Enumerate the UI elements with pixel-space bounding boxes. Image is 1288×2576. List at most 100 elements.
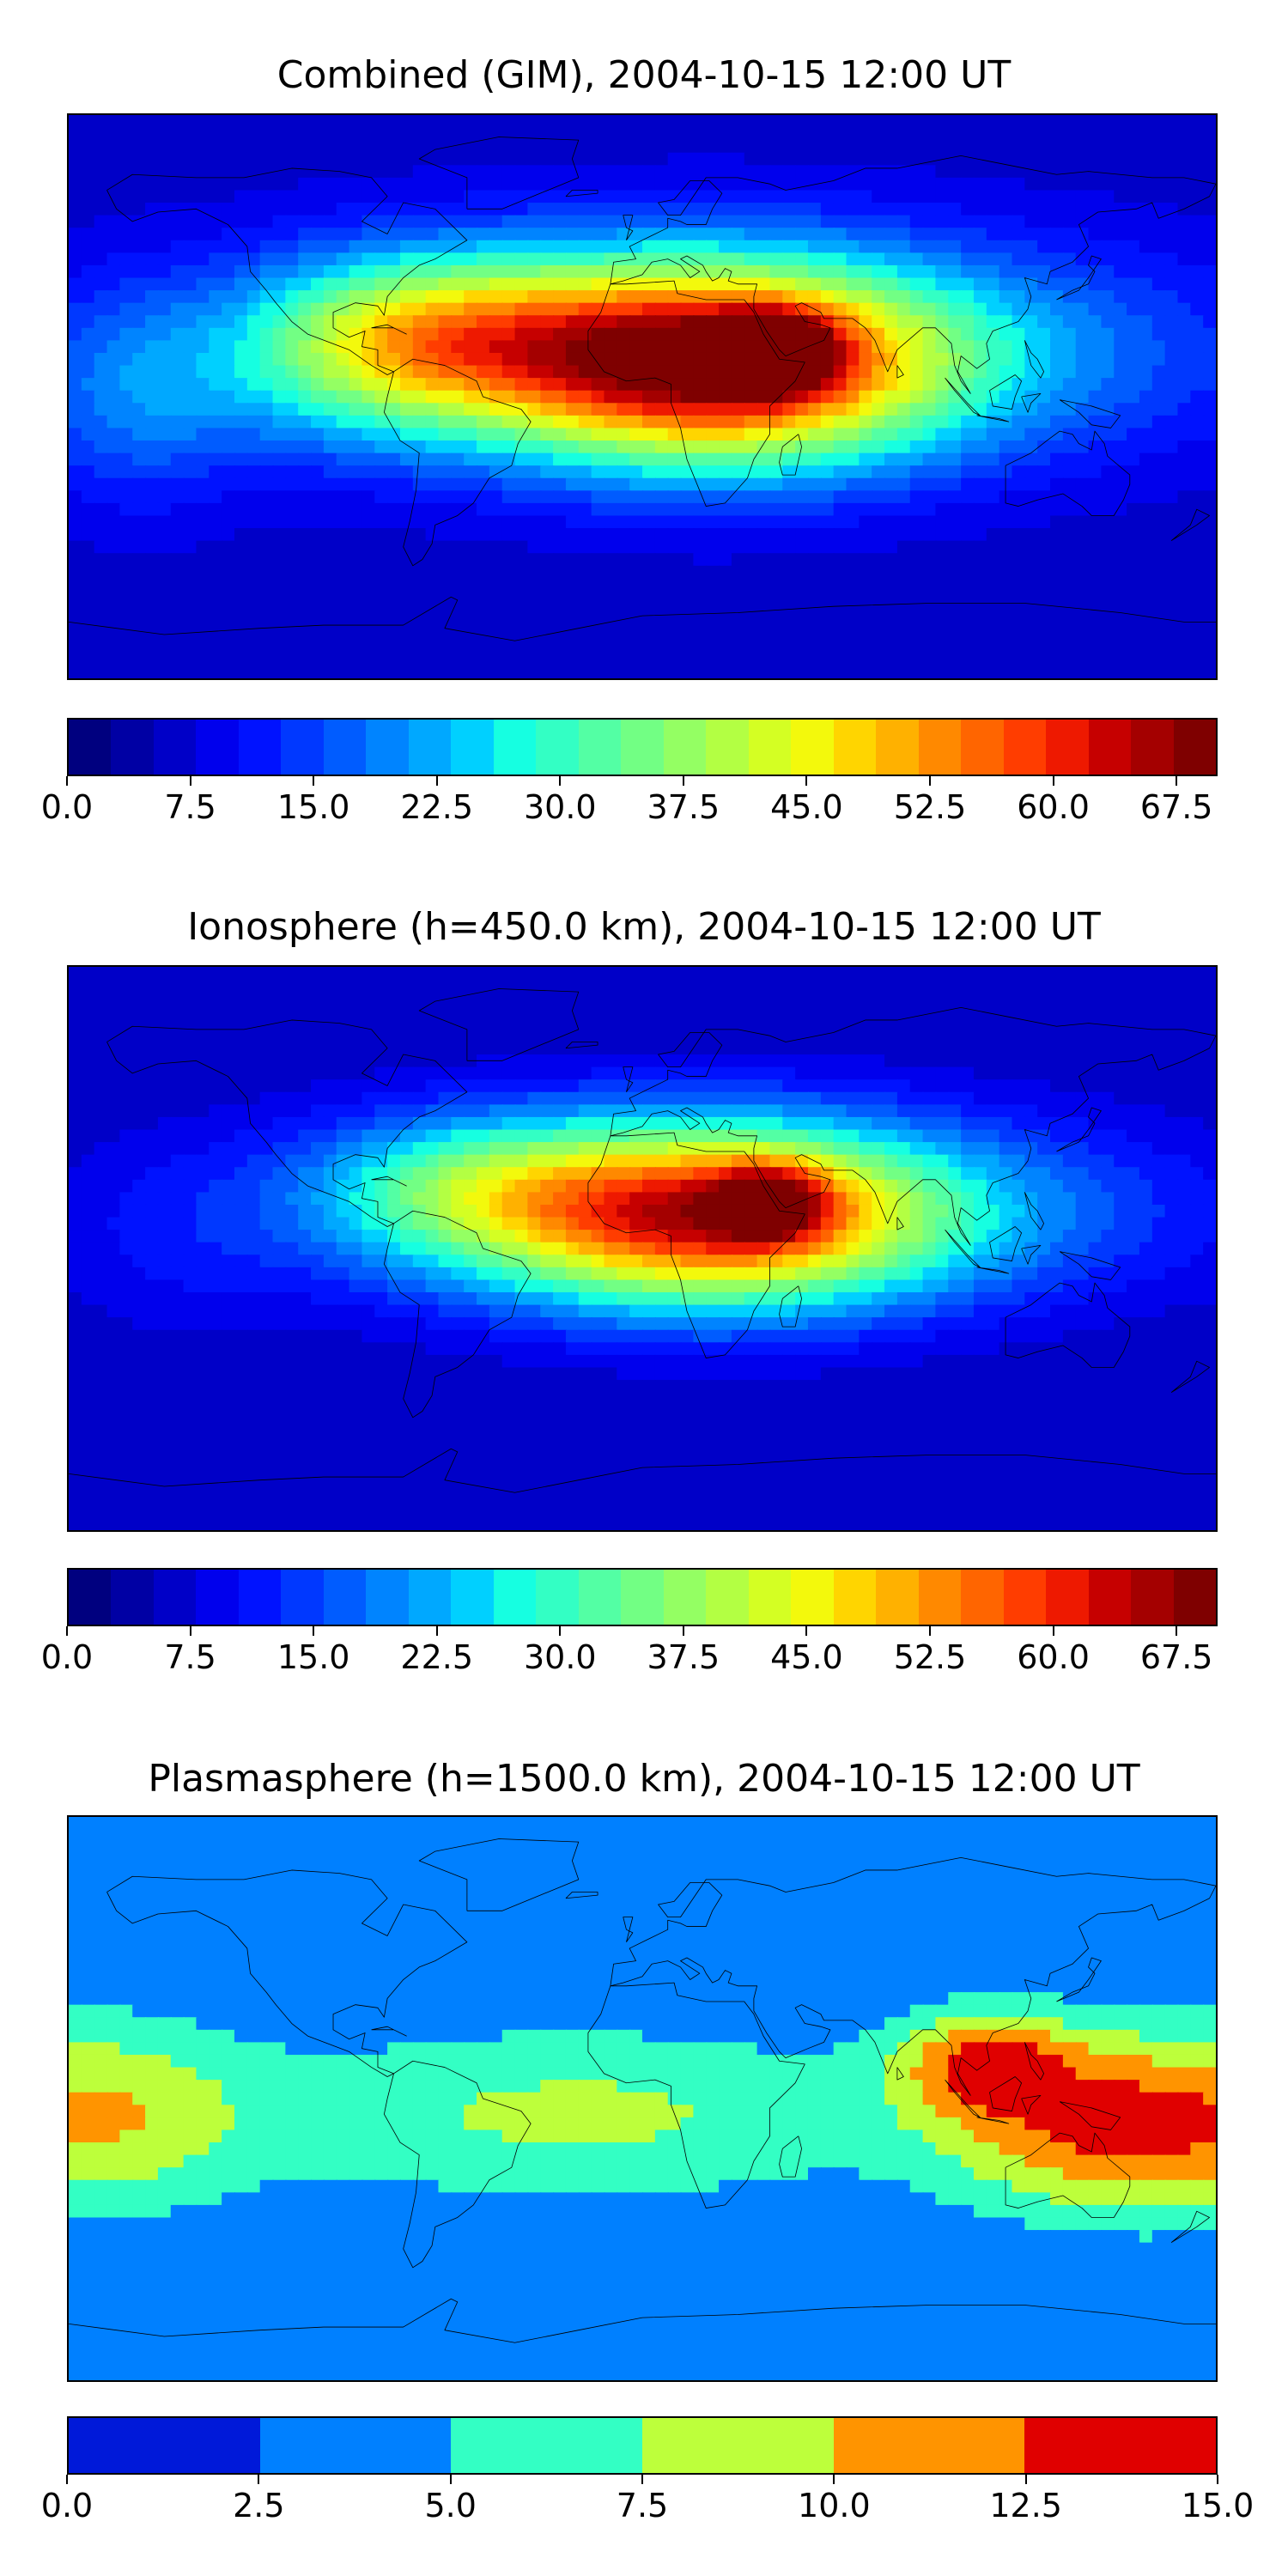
coastline [611, 1857, 1216, 2095]
panel-3-colorbar [67, 2416, 1218, 2475]
colorbar-level [451, 2418, 643, 2473]
colorbar-level [238, 1570, 282, 1625]
coastline [566, 1892, 598, 1898]
colorbar-level [153, 1570, 197, 1625]
colorbar-tick-label: 52.5 [893, 1638, 967, 1676]
coastline [419, 137, 579, 210]
coastline [945, 2080, 981, 2117]
colorbar-tick-label: 0.0 [40, 1638, 94, 1676]
colorbar-tick [313, 1626, 315, 1636]
colorbar-level [748, 720, 792, 775]
panel-2-title: Ionosphere (h=450.0 km), 2004-10-15 12:0… [187, 905, 1101, 949]
coastline [977, 416, 1009, 422]
colorbar-level [451, 720, 494, 775]
coastline [990, 374, 1022, 409]
colorbar-tick-label: 37.5 [647, 1638, 720, 1676]
coastline [780, 434, 802, 475]
colorbar-level [642, 2418, 834, 2473]
colorbar-level [833, 1570, 877, 1625]
colorbar-tick-label: 67.5 [1139, 1638, 1213, 1676]
coastline [1056, 1958, 1101, 2002]
colorbar-tick-label: 15.0 [1181, 2487, 1255, 2524]
colorbar-level [259, 2418, 452, 2473]
coastline [1005, 431, 1130, 515]
panel-3-map-svg [69, 1817, 1216, 2380]
coastline [611, 1007, 1216, 1245]
colorbar-level [408, 1570, 452, 1625]
colorbar-level [663, 720, 707, 775]
colorbar-level [69, 720, 112, 775]
coastline [588, 1133, 805, 1358]
colorbar-level [918, 1570, 962, 1625]
colorbar-level [706, 1570, 749, 1625]
coastline [945, 378, 981, 416]
coastline [1056, 256, 1101, 300]
coastline [384, 359, 531, 566]
panel-1-field [69, 115, 1216, 678]
colorbar-level [1088, 1570, 1132, 1625]
coastline [588, 281, 805, 506]
colorbar-level [621, 1570, 664, 1625]
panel-3-coastlines [69, 1839, 1216, 2343]
colorbar-level [493, 1570, 537, 1625]
coastline [1171, 2211, 1210, 2242]
colorbar-tick-label: 7.5 [164, 788, 216, 826]
colorbar-level [408, 720, 452, 775]
colorbar-tick [449, 2475, 452, 2484]
colorbar-tick [833, 2475, 835, 2484]
colorbar-level [961, 1570, 1004, 1625]
colorbar-level [961, 720, 1004, 775]
colorbar-level [153, 720, 197, 775]
colorbar-tick-label: 30.0 [523, 1638, 597, 1676]
coastline [897, 2068, 903, 2081]
colorbar-level [791, 720, 834, 775]
coastline [566, 190, 598, 196]
coastline [384, 1211, 531, 1418]
colorbar-tick-label: 22.5 [400, 788, 474, 826]
coastline [897, 366, 903, 379]
coastline [990, 2076, 1022, 2111]
colorbar-level [918, 720, 962, 775]
coastline [780, 1286, 802, 1327]
colorbar-level [366, 1570, 409, 1625]
colorbar-level [196, 720, 239, 775]
colorbar-level [1131, 1570, 1174, 1625]
colorbar-level [196, 1570, 239, 1625]
colorbar-level [281, 720, 324, 775]
colorbar-tick-label: 67.5 [1139, 788, 1213, 826]
colorbar-tick-label: 2.5 [233, 2487, 285, 2524]
colorbar-tick [929, 776, 931, 786]
colorbar-level [833, 2418, 1025, 2473]
coastline [611, 155, 1216, 393]
coastline [69, 2299, 1216, 2342]
colorbar-level [281, 1570, 324, 1625]
coastline [623, 216, 633, 240]
coastline [1022, 393, 1041, 412]
coastline [372, 1176, 407, 1186]
colorbar-level [111, 720, 154, 775]
colorbar-tick [435, 776, 438, 786]
colorbar-tick-label: 15.0 [276, 788, 350, 826]
colorbar-tick [929, 1626, 931, 1636]
colorbar-tick-label: 0.0 [40, 2487, 94, 2524]
coastline [69, 1449, 1216, 1492]
colorbar-level [536, 1570, 579, 1625]
coastline [69, 597, 1216, 641]
colorbar-level [323, 720, 367, 775]
coastline [419, 989, 579, 1061]
colorbar-tick [559, 776, 562, 786]
coastline [1171, 1361, 1210, 1392]
colorbar-level [451, 1570, 494, 1625]
colorbar-tick [313, 776, 315, 786]
colorbar-tick-label: 22.5 [400, 1638, 474, 1676]
colorbar-level [111, 1570, 154, 1625]
colorbar-level [621, 720, 664, 775]
panel-2-field [69, 967, 1216, 1530]
colorbar-level [876, 720, 919, 775]
colorbar-level [366, 720, 409, 775]
colorbar-level [578, 720, 622, 775]
coastline [419, 1839, 579, 1911]
panel-2-colorbar-ticks: 0.0 7.5 15.0 22.5 30.0 37.5 45.0 52.5 60.0 67.5 [41, 1626, 1218, 1678]
colorbar-level [493, 720, 537, 775]
colorbar-tick-label: 30.0 [523, 788, 597, 826]
